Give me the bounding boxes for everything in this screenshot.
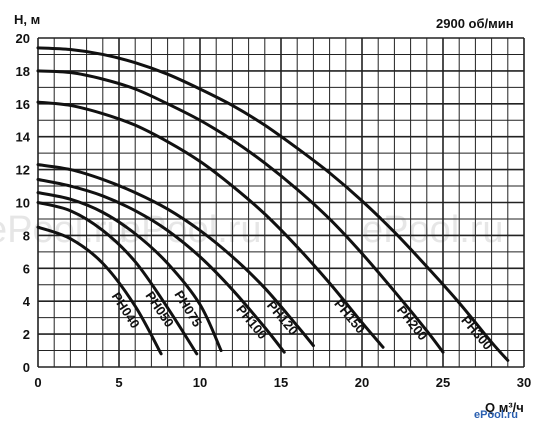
x-tick-label: 20 xyxy=(355,375,369,390)
y-tick-label: 20 xyxy=(16,31,30,46)
curve-ph100 xyxy=(36,177,286,354)
y-axis-ticks: 0 2 4 6 8 10 12 14 16 18 20 xyxy=(16,31,31,375)
y-axis-title: H, м xyxy=(14,12,40,27)
x-tick-label: 25 xyxy=(436,375,450,390)
y-tick-label: 18 xyxy=(16,64,30,79)
curve-ph300 xyxy=(36,46,510,362)
x-tick-label: 0 xyxy=(34,375,41,390)
speed-label: 2900 об/мин xyxy=(436,16,514,31)
curve-ph150 xyxy=(36,100,385,349)
curve-ph040 xyxy=(36,225,163,356)
curve-ph075 xyxy=(36,191,223,353)
watermark-corner: ePool.ru xyxy=(474,409,518,421)
y-tick-label: 0 xyxy=(23,360,30,375)
curve-label-ph300: PH300 xyxy=(458,313,495,353)
watermark-text: ePool.ru xyxy=(0,209,128,251)
x-tick-label: 10 xyxy=(193,375,207,390)
x-axis-ticks: 0 5 10 15 20 25 30 xyxy=(34,375,531,390)
y-tick-label: 12 xyxy=(16,163,30,178)
y-tick-label: 6 xyxy=(23,261,30,276)
x-axis-title: Q м³/ч xyxy=(485,400,524,415)
curve-label-ph200: PH200 xyxy=(394,303,431,343)
y-tick-label: 4 xyxy=(23,294,31,309)
watermark-text: ePool.ru xyxy=(362,209,504,251)
x-tick-label: 5 xyxy=(115,375,122,390)
curve-ph050 xyxy=(36,201,199,356)
y-tick-label: 16 xyxy=(16,97,30,112)
y-tick-label: 10 xyxy=(16,196,30,211)
pump-curves xyxy=(36,46,510,362)
curve-ph120 xyxy=(36,163,315,348)
x-tick-label: 30 xyxy=(517,375,531,390)
curve-ph200 xyxy=(36,69,445,354)
y-tick-label: 2 xyxy=(23,327,30,342)
watermark: ePool.ru ePool.ru ePool.ru xyxy=(0,209,504,251)
y-tick-label: 8 xyxy=(23,228,30,243)
y-tick-label: 14 xyxy=(16,130,31,145)
x-tick-label: 15 xyxy=(274,375,288,390)
